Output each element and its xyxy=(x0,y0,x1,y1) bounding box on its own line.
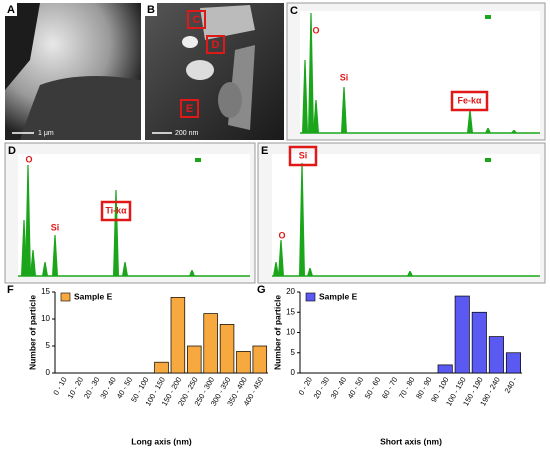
peak-box xyxy=(288,145,318,167)
crystal xyxy=(218,82,242,118)
panel-letter: E xyxy=(261,145,268,157)
y-tick-label: 10 xyxy=(286,328,295,337)
spectrum-peak xyxy=(307,268,313,276)
bar xyxy=(454,295,470,374)
crystal xyxy=(200,5,255,40)
y-axis-label: Number of particle xyxy=(272,295,282,370)
letter-bg xyxy=(145,3,157,16)
spectrum-plot xyxy=(272,154,540,276)
bar xyxy=(252,345,268,374)
spectrum-peak xyxy=(299,163,305,276)
legend-swatch xyxy=(305,292,316,302)
bar xyxy=(488,336,504,374)
y-tick-label: 20 xyxy=(286,287,295,296)
spectrum-peak xyxy=(467,110,473,133)
spectrum-peak xyxy=(302,60,308,133)
peak-box xyxy=(450,90,489,112)
spectrum-plot xyxy=(300,11,540,133)
spectrum-peak xyxy=(341,87,347,133)
y-tick-label: 0 xyxy=(291,368,296,377)
panel-letter: G xyxy=(257,284,266,296)
spectrum-peak xyxy=(42,262,48,276)
y-axis-label: Number of particle xyxy=(27,295,37,370)
peak-label: Si xyxy=(299,150,308,160)
peak-box xyxy=(100,200,132,222)
y-tick-label: 0 xyxy=(46,368,51,377)
peak-label: Fe-kα xyxy=(457,95,482,105)
bar xyxy=(236,351,251,374)
legend-label: Sample E xyxy=(319,291,358,301)
peak-label: Si xyxy=(340,72,349,82)
spectrum-peak xyxy=(52,235,58,276)
crystal xyxy=(182,36,198,48)
spectrum-peak xyxy=(407,271,413,276)
panel-letter: F xyxy=(7,284,14,296)
spectrum-peak xyxy=(511,130,517,133)
bar xyxy=(219,324,235,374)
roi-label: C xyxy=(193,14,201,26)
spectrum-legend xyxy=(195,158,201,162)
panel-letter: B xyxy=(147,4,155,16)
bar xyxy=(471,311,487,374)
spectrum-plot xyxy=(18,154,250,276)
spectrum-peak xyxy=(313,100,319,133)
spectrum-peak xyxy=(485,128,491,133)
peak-label: O xyxy=(312,25,319,35)
peak-label: Si xyxy=(51,222,60,232)
roi-label: D xyxy=(212,39,220,51)
spectrum-peak xyxy=(122,262,128,276)
peak-label: Ti-kα xyxy=(105,205,127,215)
peak-label: O xyxy=(278,230,285,240)
scale-label: 200 nm xyxy=(175,130,199,137)
bar xyxy=(505,352,521,374)
x-axis-label: Short axis (nm) xyxy=(380,436,442,446)
particle-cluster xyxy=(20,76,141,140)
x-tick-label: 0 - 20 xyxy=(297,375,314,396)
legend-swatch xyxy=(60,292,71,302)
panel-letter: A xyxy=(7,4,15,16)
bar xyxy=(154,361,169,374)
letter-bg xyxy=(5,3,17,16)
y-tick-label: 5 xyxy=(291,348,296,357)
bar xyxy=(170,297,186,374)
x-axis-label: Long axis (nm) xyxy=(131,436,192,446)
y-tick-label: 15 xyxy=(286,307,295,316)
spectrum-legend xyxy=(485,158,491,162)
roi-box xyxy=(187,10,206,29)
bar xyxy=(203,313,218,374)
panel-letter: C xyxy=(290,5,298,17)
legend-label: Sample E xyxy=(74,291,113,301)
y-tick-label: 15 xyxy=(41,287,50,296)
roi-box xyxy=(206,35,225,54)
x-tick-label: 240 - xyxy=(503,375,520,395)
spectrum-peak xyxy=(278,240,284,276)
spectrum-peak xyxy=(30,250,36,276)
spectrum-legend xyxy=(485,15,491,19)
scale-label: 1 μm xyxy=(38,130,54,137)
spectrum-peak xyxy=(113,190,119,276)
spectrum-peak xyxy=(189,270,195,276)
roi-label: E xyxy=(186,103,193,115)
bar xyxy=(437,364,453,374)
tem-dark-region xyxy=(5,3,40,90)
roi-box xyxy=(180,99,199,118)
bar xyxy=(187,345,202,374)
crystal xyxy=(186,60,214,80)
spectrum-peak xyxy=(273,262,279,276)
spectrum-peak xyxy=(308,13,314,133)
y-tick-label: 5 xyxy=(46,341,51,350)
panel-letter: D xyxy=(8,145,16,157)
y-tick-label: 10 xyxy=(41,314,50,323)
spectrum-peak xyxy=(25,165,31,276)
peak-label: O xyxy=(25,154,32,164)
